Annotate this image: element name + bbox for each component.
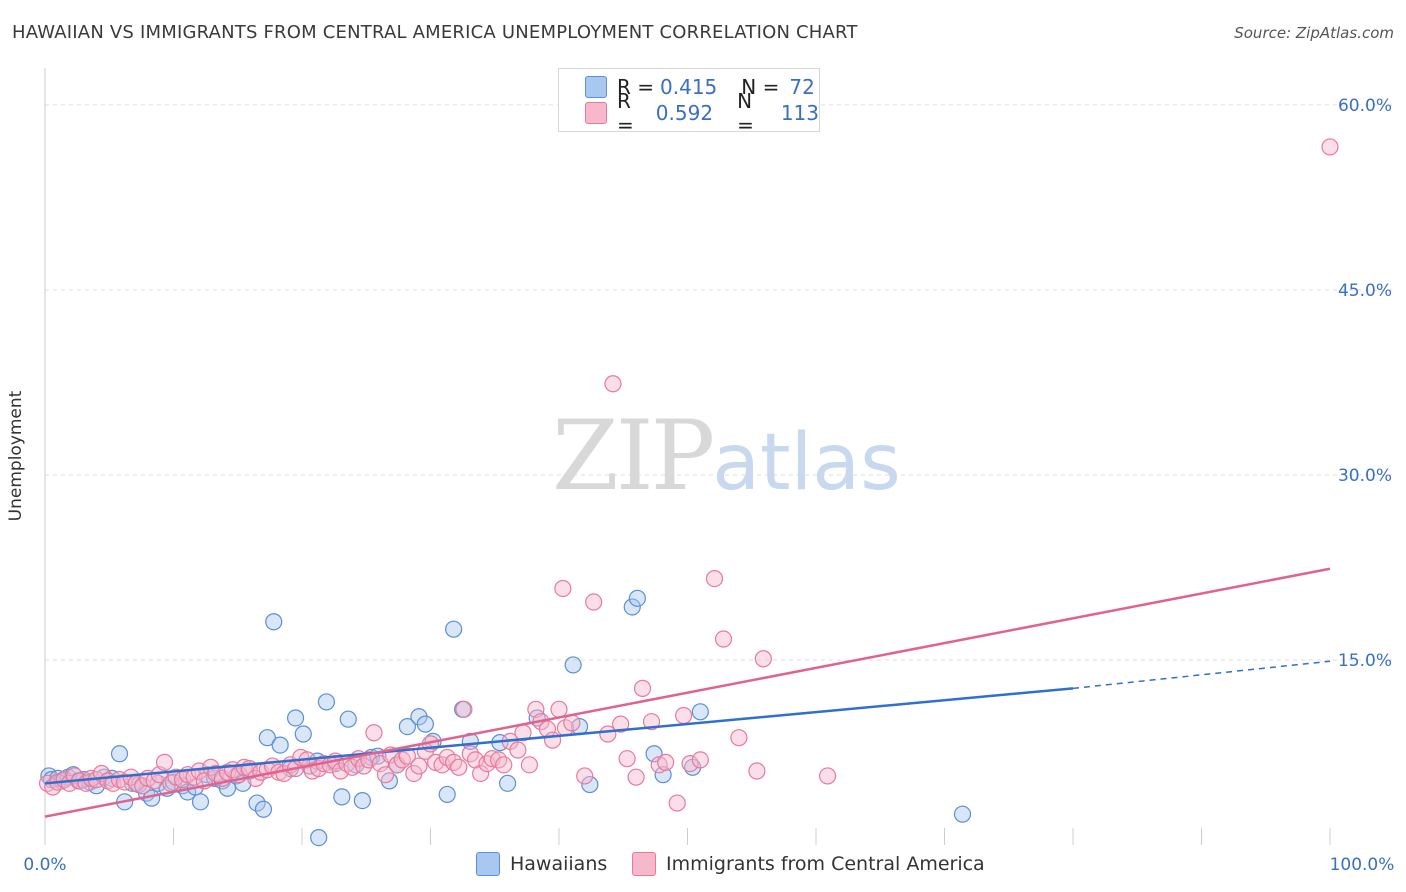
hawaiian-point <box>628 589 646 607</box>
immigrant-point <box>818 767 837 785</box>
y-axis-label: Unemployment <box>6 390 26 522</box>
hawaiian-point <box>438 785 456 804</box>
legend-r-value: 0.415 <box>660 75 718 99</box>
immigrant-point <box>550 700 568 718</box>
legend-row-hawaiians: R = 0.415 N = 72 <box>585 75 815 99</box>
hawaiian-point <box>254 800 273 818</box>
bottom-legend-swatch-blue <box>476 852 500 876</box>
immigrant-point <box>365 724 383 742</box>
hawaiian-point <box>416 715 434 733</box>
hawaiian-point <box>248 794 266 812</box>
hawaiian-point <box>333 788 351 806</box>
immigrant-point <box>681 754 699 773</box>
legend-r-value: 0.592 <box>655 101 714 125</box>
hawaiian-point <box>191 793 210 811</box>
legend-n-value: 113 <box>780 101 819 125</box>
immigrant-point <box>155 753 174 771</box>
hawaiian-point <box>691 703 709 721</box>
bottom-legend-immigrants: Immigrants from Central America <box>632 852 985 876</box>
hawaiian-point <box>398 717 416 736</box>
watermark: ZIPatlas <box>552 400 901 512</box>
hawaiian-point <box>499 774 517 792</box>
immigrant-point <box>398 747 416 765</box>
immigrant-point <box>748 762 766 780</box>
hawaiian-point <box>286 709 305 727</box>
watermark-zip: ZIP <box>552 400 715 512</box>
immigrant-point <box>520 756 539 774</box>
immigrant-point <box>691 751 709 769</box>
immigrant-point <box>604 375 622 393</box>
watermark-atlas: atlas <box>712 418 901 508</box>
hawaiian-point <box>265 613 283 631</box>
immigrant-point <box>495 756 513 774</box>
y-tick-label: 45.0% <box>1338 281 1392 301</box>
hawaiian-point <box>581 775 599 794</box>
legend-r-label: R = <box>617 89 634 137</box>
hawaiian-point <box>353 791 371 810</box>
legend-n-value: 72 <box>789 75 815 99</box>
chart-title: HAWAIIAN VS IMMIGRANTS FROM CENTRAL AMER… <box>12 22 858 43</box>
immigrant-point <box>585 593 603 611</box>
hawaiian-point <box>445 620 463 638</box>
immigrant-point <box>509 741 527 759</box>
immigrant-point <box>705 569 724 588</box>
immigrant-point <box>410 757 428 775</box>
immigrant-point <box>455 700 473 718</box>
immigrant-point <box>675 706 693 725</box>
bottom-legend-hawaiians: Hawaiians <box>476 852 607 876</box>
immigrant-point <box>612 715 630 733</box>
bottom-legend-swatch-pink <box>632 852 656 876</box>
hawaiian-point <box>953 805 972 823</box>
hawaiian-trend-extension <box>1072 660 1331 690</box>
immigrant-point <box>657 753 675 771</box>
y-tick-label: 15.0% <box>1338 651 1392 671</box>
legend-swatch-pink <box>585 102 607 124</box>
hawaiian-point <box>310 828 328 847</box>
immigrant-point <box>633 679 652 697</box>
immigrant-point <box>668 794 686 812</box>
immigrant-point <box>472 764 490 783</box>
legend-row-immigrants: R = 0.592 N = 113 <box>585 89 819 137</box>
correlation-legend: R = 0.415 N = 72 R = 0.592 N = 113 <box>558 68 820 137</box>
immigrant-point <box>642 713 661 731</box>
immigrant-point <box>543 731 562 749</box>
legend-n-label: N = <box>737 89 754 137</box>
hawaiian-trend-line <box>44 687 1074 785</box>
legend-r-label: R = <box>617 75 655 99</box>
hawaiian-point <box>110 745 129 763</box>
immigrant-trend-line <box>44 567 1331 818</box>
hawaiian-point <box>271 736 289 754</box>
immigrant-point <box>714 630 733 648</box>
immigrant-point <box>450 758 468 776</box>
immigrant-point <box>376 766 395 784</box>
immigrant-point <box>1321 138 1339 156</box>
immigrant-point <box>618 750 636 768</box>
y-tick-label: 60.0% <box>1338 96 1392 116</box>
hawaiian-point <box>258 729 276 747</box>
immigrant-point <box>627 768 645 786</box>
legend-n-label: N = <box>741 75 780 99</box>
immigrant-point <box>754 650 772 668</box>
hawaiian-point <box>564 656 582 674</box>
y-tick-label: 30.0% <box>1338 466 1392 486</box>
hawaiian-point <box>294 725 312 743</box>
immigrant-point <box>730 729 748 747</box>
legend-swatch-blue <box>585 76 607 98</box>
bottom-legend-label-hawaiians: Hawaiians <box>510 853 608 875</box>
immigrant-point <box>490 751 508 769</box>
x-tick-label: 100.0% <box>1330 855 1395 875</box>
immigrant-point <box>554 579 572 598</box>
x-tick-label: 0.0% <box>23 855 66 875</box>
hawaiian-point <box>645 745 663 763</box>
hawaiian-point <box>339 710 357 728</box>
immigrant-point <box>445 753 463 771</box>
immigrant-point <box>576 767 594 785</box>
source-credit: Source: ZipAtlas.com <box>1234 24 1394 42</box>
bottom-legend-label-immigrants: Immigrants from Central America <box>666 853 985 875</box>
hawaiian-point <box>317 693 336 711</box>
hawaiian-point <box>623 598 641 616</box>
